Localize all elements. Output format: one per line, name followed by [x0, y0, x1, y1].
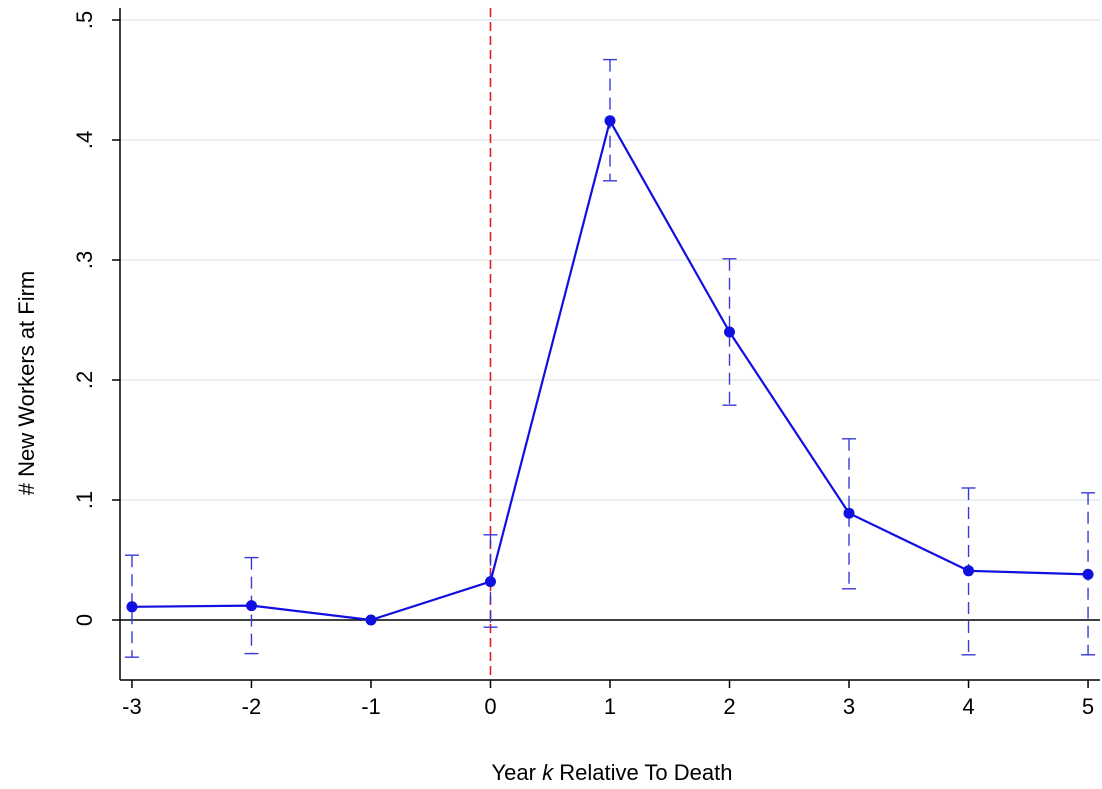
- y-tick-label: .1: [72, 491, 97, 509]
- x-axis-title-variable: k: [542, 760, 554, 785]
- confidence-intervals: [124, 58, 1096, 658]
- x-tick-label: 3: [843, 694, 855, 719]
- data-point: [963, 565, 975, 577]
- series-line-group: [131, 119, 1089, 622]
- x-tick-label: -3: [122, 694, 142, 719]
- data-point: [365, 614, 377, 626]
- y-tick-label: .3: [72, 251, 97, 269]
- y-tick-label: .4: [72, 131, 97, 149]
- data-point: [484, 576, 496, 588]
- data-point: [724, 326, 736, 338]
- y-tick-label: 0: [72, 614, 97, 626]
- x-tick-label: 5: [1082, 694, 1094, 719]
- y-axis-title: # New Workers at Firm: [14, 271, 39, 496]
- x-axis-title-text: Relative To Death: [553, 760, 732, 785]
- data-point: [126, 601, 138, 613]
- x-tick-label: 1: [604, 694, 616, 719]
- x-tick-label: -2: [242, 694, 262, 719]
- grid-lines: [120, 19, 1100, 501]
- x-tick-label: 2: [723, 694, 735, 719]
- data-point: [604, 115, 616, 127]
- y-tick-label: .2: [72, 371, 97, 389]
- x-axis-title-text: Year: [492, 760, 543, 785]
- data-point: [245, 600, 257, 612]
- data-points: [126, 115, 1094, 626]
- x-axis-title: Year k Relative To Death: [492, 760, 733, 785]
- x-tick-label: -1: [361, 694, 381, 719]
- tick-labels: 0 .1 .2 .3 .4 .5 -3 -2 -1 0 1 2 3 4 5: [72, 11, 1094, 719]
- axes: [112, 8, 1100, 688]
- series-line: [131, 119, 1089, 622]
- data-point: [1082, 568, 1094, 580]
- y-tick-label: .5: [72, 11, 97, 29]
- x-tick-label: 4: [962, 694, 974, 719]
- data-point: [843, 507, 855, 519]
- x-tick-label: 0: [484, 694, 496, 719]
